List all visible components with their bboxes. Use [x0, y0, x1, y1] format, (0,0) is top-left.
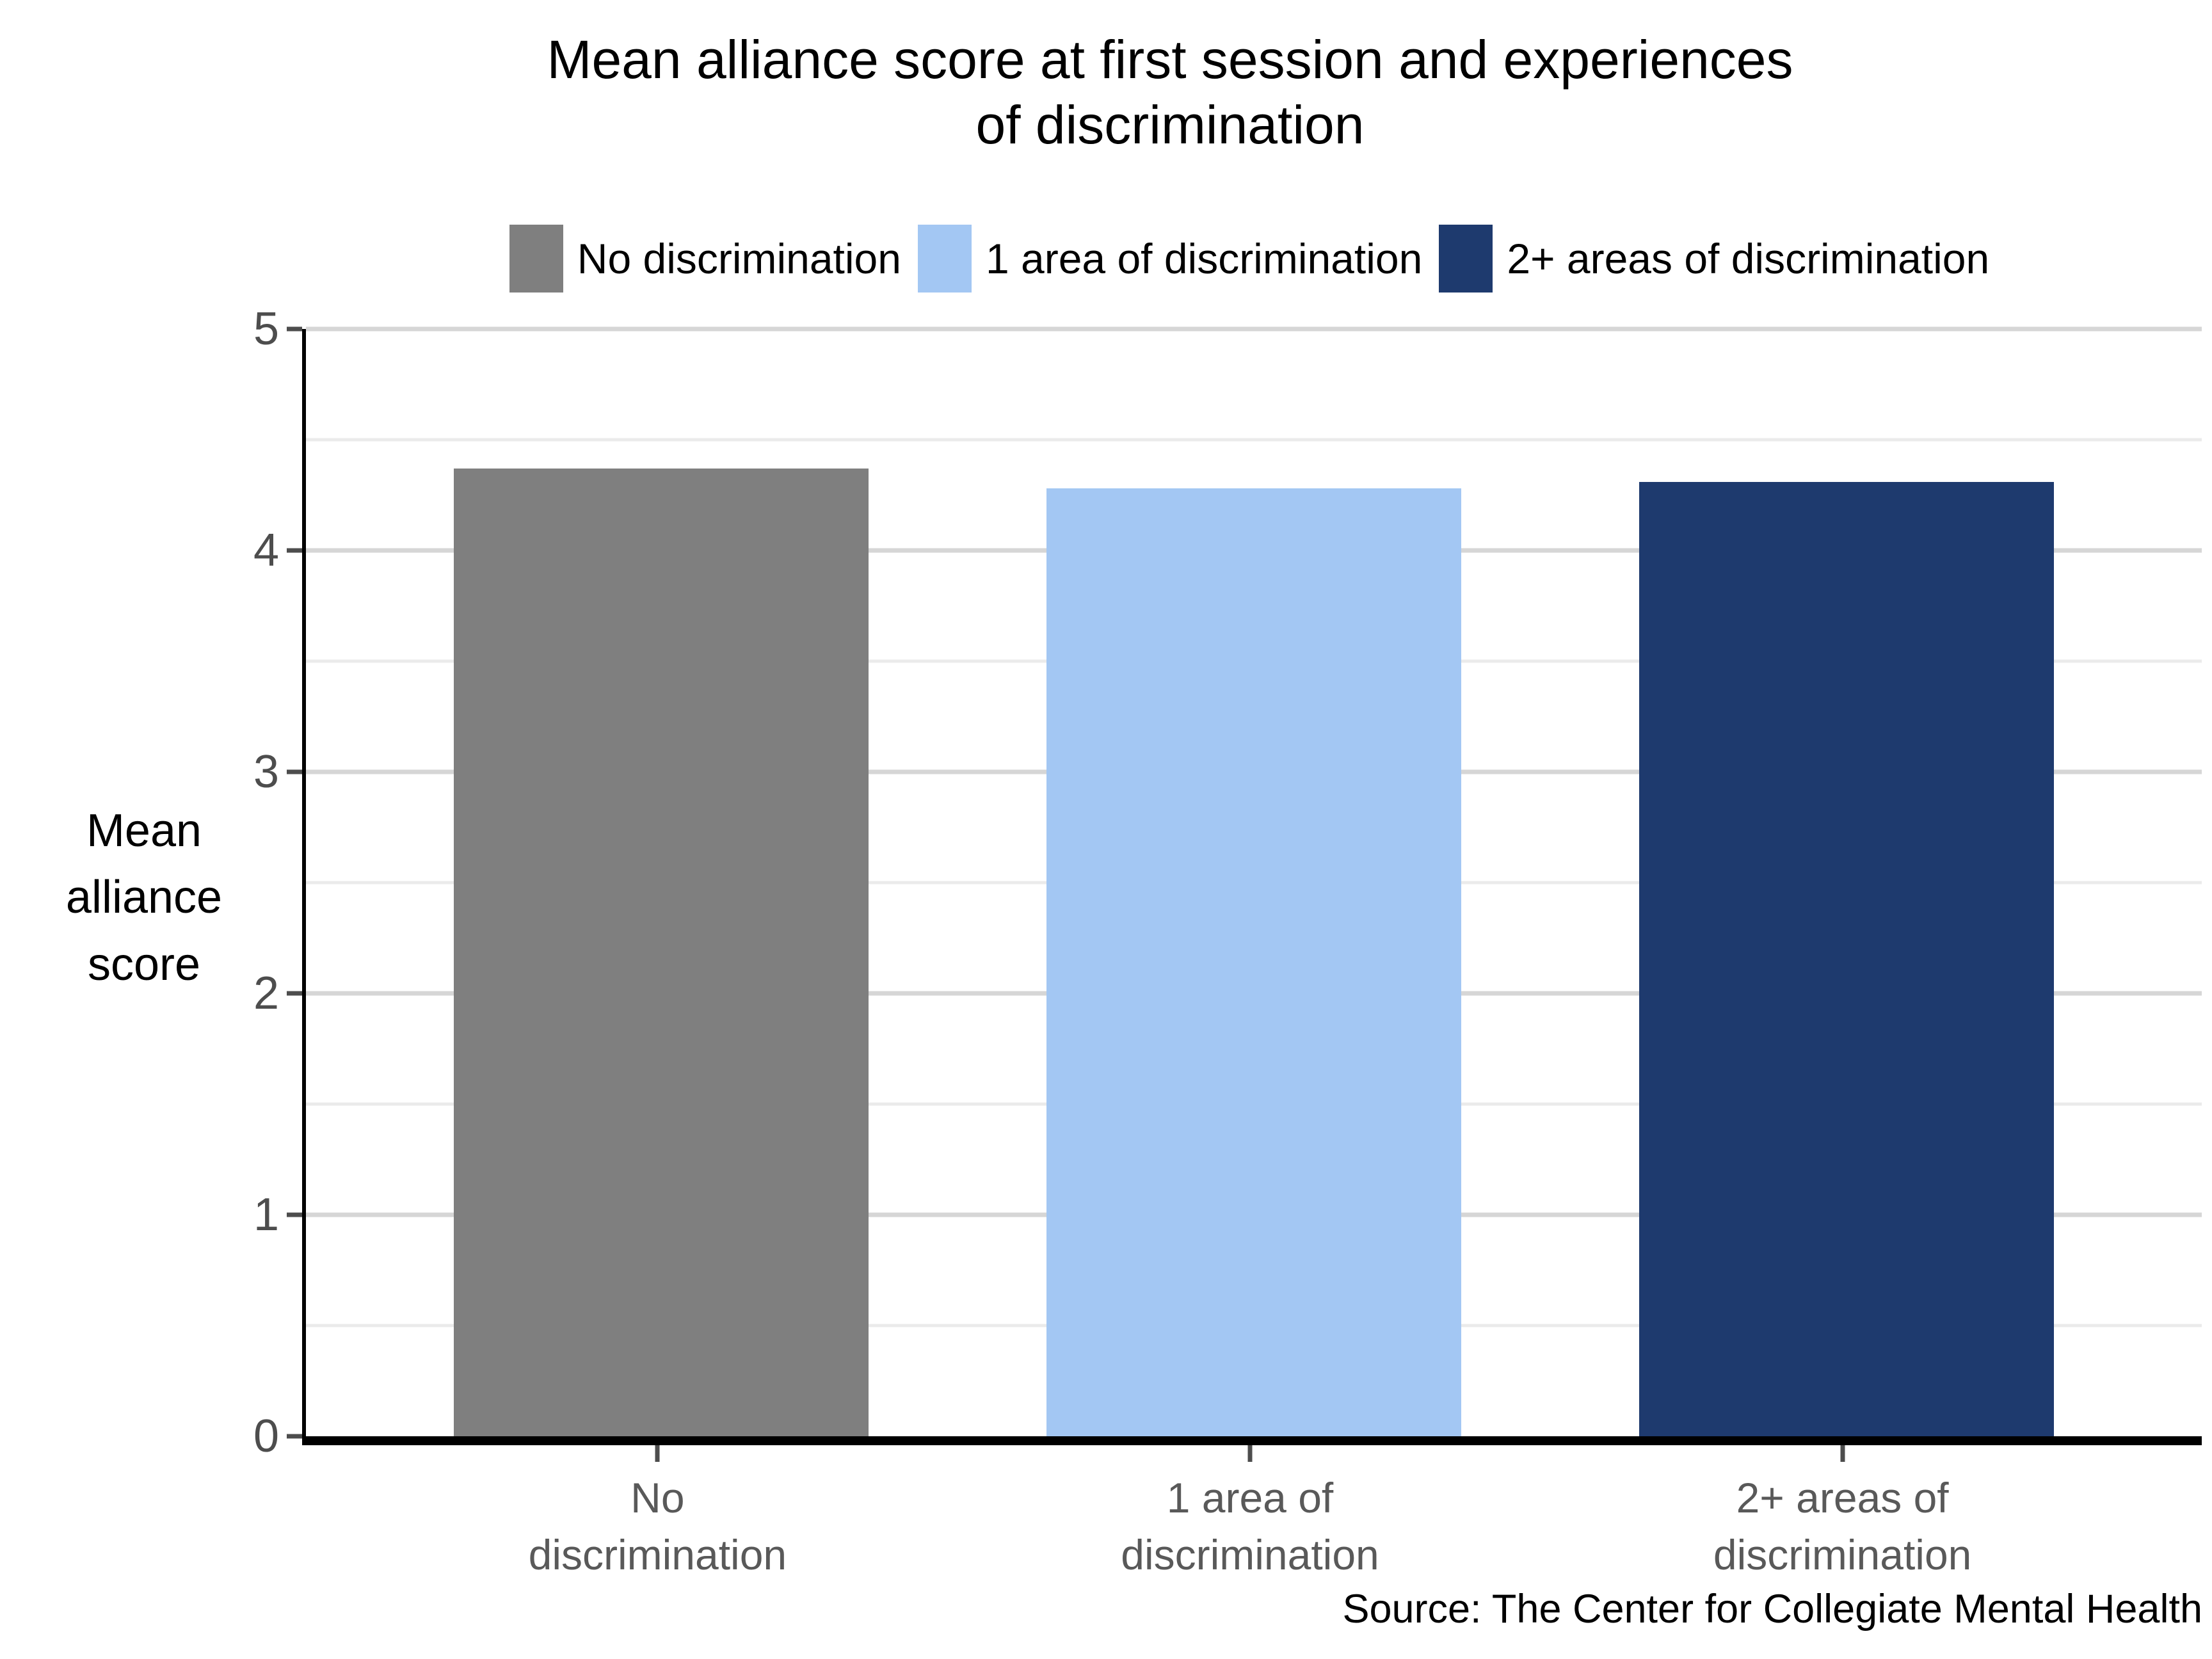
- y-axis-ticks: [287, 326, 302, 1439]
- y-tick-label-5: 5: [253, 303, 279, 355]
- legend-label: No discrimination: [577, 235, 901, 282]
- chart-title: Mean alliance score at first session and…: [547, 29, 1793, 156]
- x-tick-2-areas-of-discrimination: [1840, 1445, 1845, 1462]
- major-gridline-5: [306, 326, 2202, 332]
- legend-key-icon: [917, 225, 972, 293]
- legend-item-no-discrimination: No discrimination: [509, 225, 901, 293]
- y-axis-tick-labels: 0 1 2 3 4 5: [0, 306, 279, 1459]
- legend-key-icon: [509, 225, 563, 293]
- y-tick-3: [287, 769, 302, 774]
- y-axis-title: Mean alliance score: [65, 805, 223, 990]
- bar-2-areas-of-discrimination: [1639, 481, 2054, 1436]
- y-tick-label-0: 0: [253, 1411, 279, 1462]
- legend: No discrimination 1 area of discriminatio…: [301, 221, 2198, 296]
- y-tick-label-1: 1: [253, 1189, 279, 1240]
- y-tick-5: [287, 326, 302, 332]
- y-tick-label-3: 3: [253, 746, 279, 797]
- x-axis-tick-labels: No discrimination 1 area of discriminatio…: [302, 1470, 2198, 1610]
- legend-item-2-areas-of-discrimination: 2+ areas of discrimination: [1439, 225, 1989, 293]
- y-tick-label-2: 2: [253, 968, 279, 1019]
- minor-gridline-4.5: [306, 438, 2202, 442]
- plot-area: [302, 326, 2202, 1445]
- x-tick-label-2-areas-of-discrimination: 2+ areas of discrimination: [1713, 1474, 1972, 1579]
- legend-item-1-area-of-discrimination: 1 area of discrimination: [917, 225, 1423, 293]
- y-tick-1: [287, 1212, 302, 1217]
- x-tick-label-1-area-of-discrimination: 1 area of discrimination: [1121, 1474, 1379, 1579]
- legend-label: 2+ areas of discrimination: [1507, 235, 1990, 282]
- legend-key-icon: [1439, 225, 1493, 293]
- x-axis-ticks: [302, 1445, 2198, 1462]
- x-tick-label-no-discrimination: No discrimination: [528, 1474, 787, 1579]
- x-tick-1-area-of-discrimination: [1247, 1445, 1253, 1462]
- bar-1-area-of-discrimination: [1046, 488, 1461, 1436]
- y-tick-2: [287, 991, 302, 996]
- y-tick-0: [287, 1434, 302, 1439]
- legend-label: 1 area of discrimination: [985, 235, 1423, 282]
- x-tick-no-discrimination: [655, 1445, 660, 1462]
- bar-no-discrimination: [454, 468, 869, 1436]
- y-tick-4: [287, 548, 302, 553]
- source-credit: Source: The Center for Collegiate Mental…: [1342, 1587, 2202, 1631]
- y-tick-label-4: 4: [253, 525, 279, 576]
